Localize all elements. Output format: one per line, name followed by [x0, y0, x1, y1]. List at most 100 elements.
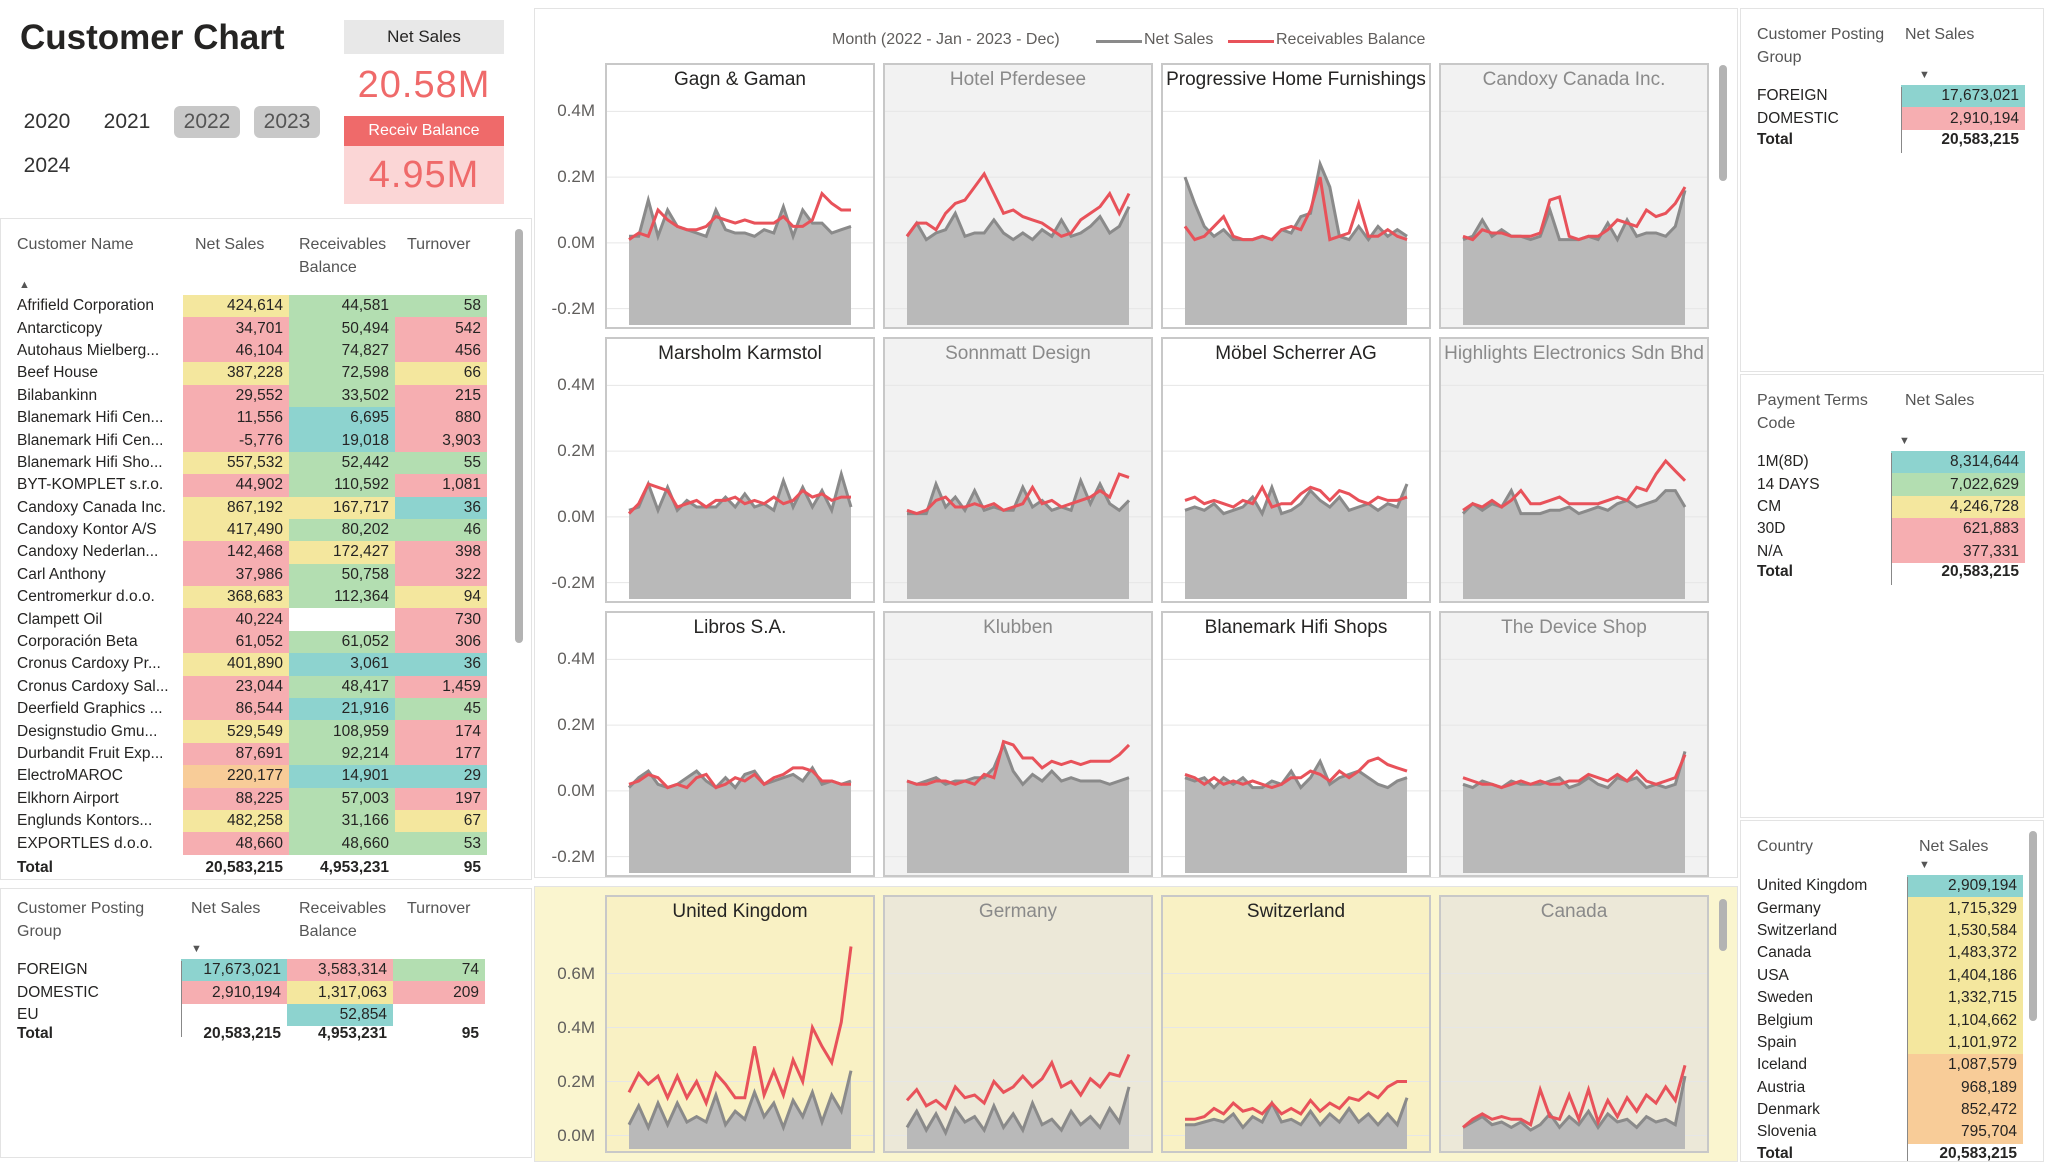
- small-multiple-panel[interactable]: Libros S.A.: [605, 611, 875, 877]
- sort-indicator-icon[interactable]: ▼: [191, 943, 202, 955]
- year-2023-button[interactable]: 2023: [254, 106, 320, 138]
- small-multiple-panel[interactable]: Canada: [1439, 895, 1709, 1153]
- column-header[interactable]: Receivables Balance: [299, 900, 387, 940]
- year-2020-button[interactable]: 2020: [23, 110, 71, 133]
- table-row[interactable]: Deerfield Graphics ... 86,544 21,916 45: [11, 698, 487, 721]
- table-row[interactable]: USA 1,404,186: [1751, 964, 2023, 987]
- net-sales-legend-swatch[interactable]: [1096, 40, 1142, 43]
- customer-chart-scrollbar[interactable]: [1719, 65, 1727, 181]
- column-header[interactable]: Customer Posting Group: [17, 900, 145, 940]
- table-row[interactable]: Autohaus Mielberg... 46,104 74,827 456: [11, 339, 487, 363]
- column-header[interactable]: Net Sales: [195, 236, 265, 253]
- table-row[interactable]: Durbandit Fruit Exp... 87,691 92,214 177: [11, 742, 487, 766]
- table-row[interactable]: Clampett Oil 40,224 730: [11, 608, 487, 631]
- table-row[interactable]: N/A 377,331: [1751, 540, 2025, 563]
- table-row[interactable]: Corporación Beta 61,052 61,052 306: [11, 630, 487, 654]
- small-multiple-panel[interactable]: Switzerland: [1161, 895, 1431, 1153]
- table-row[interactable]: Canada 1,483,372: [1751, 942, 2023, 965]
- small-multiple-panel[interactable]: Sonnmatt Design: [883, 337, 1153, 603]
- table-row[interactable]: Blanemark Hifi Sho... 557,532 52,442 55: [11, 451, 487, 475]
- table-row[interactable]: Blanemark Hifi Cen... 11,556 6,695 880: [11, 406, 487, 430]
- table-cell: 48,417: [289, 675, 395, 699]
- column-header[interactable]: Payment Terms Code: [1757, 392, 1868, 432]
- small-multiple-panel[interactable]: Germany: [883, 895, 1153, 1153]
- table-row[interactable]: 14 DAYS 7,022,629: [1751, 473, 2025, 496]
- table-cell: 6,695: [289, 406, 395, 430]
- column-header[interactable]: Net Sales: [191, 900, 261, 917]
- small-multiple-panel[interactable]: United Kingdom: [605, 895, 875, 1153]
- small-multiple-panel[interactable]: The Device Shop: [1439, 611, 1709, 877]
- table-row[interactable]: Denmark 852,472: [1751, 1098, 2023, 1122]
- small-multiple-panel[interactable]: Progressive Home Furnishings: [1161, 63, 1431, 329]
- receivables-line: [1462, 458, 1687, 512]
- table-row[interactable]: Spain 1,101,972: [1751, 1031, 2023, 1055]
- year-2021-button[interactable]: 2021: [103, 110, 151, 133]
- table-row[interactable]: Cronus Cardoxy Pr... 401,890 3,061 36: [11, 653, 487, 676]
- table-row[interactable]: Switzerland 1,530,584: [1751, 919, 2023, 943]
- table-row[interactable]: Afrifield Corporation 424,614 44,581 58: [11, 295, 487, 318]
- table-row[interactable]: Antarcticopy 34,701 50,494 542: [11, 317, 487, 340]
- table-row[interactable]: Germany 1,715,329: [1751, 897, 2023, 920]
- table-row[interactable]: Slovenia 795,704: [1751, 1121, 2023, 1144]
- table-row[interactable]: Designstudio Gmu... 529,549 108,959 174: [11, 720, 487, 743]
- column-header[interactable]: Turnover: [407, 236, 471, 253]
- column-header[interactable]: Customer Posting Group: [1757, 26, 1885, 66]
- sort-indicator-icon[interactable]: ▼: [1899, 435, 1910, 447]
- table-row[interactable]: FOREIGN 17,673,021: [1751, 85, 2025, 108]
- small-multiple-panel[interactable]: Möbel Scherrer AG: [1161, 337, 1431, 603]
- table-row[interactable]: Beef House 387,228 72,598 66: [11, 362, 487, 385]
- table-row[interactable]: Belgium 1,104,662: [1751, 1009, 2023, 1032]
- table-row[interactable]: CM 4,246,728: [1751, 495, 2025, 519]
- table-row[interactable]: BYT-KOMPLET s.r.o. 44,902 110,592 1,081: [11, 474, 487, 497]
- small-multiple-panel[interactable]: Marsholm Karmstol: [605, 337, 875, 603]
- year-2024-button[interactable]: 2024: [23, 154, 71, 177]
- table-row[interactable]: Candoxy Nederlan... 142,468 172,427 398: [11, 541, 487, 564]
- table-cell: 398: [395, 541, 487, 564]
- small-multiple-panel[interactable]: Klubben: [883, 611, 1153, 877]
- column-header[interactable]: Customer Name: [17, 236, 134, 253]
- year-2022-button[interactable]: 2022: [174, 106, 240, 138]
- table-row[interactable]: Austria 968,189: [1751, 1076, 2023, 1099]
- column-header[interactable]: Country: [1757, 838, 1814, 855]
- table-row[interactable]: Bilabankinn 29,552 33,502 215: [11, 384, 487, 407]
- table-row[interactable]: 1M(8D) 8,314,644: [1751, 451, 2025, 474]
- table-row[interactable]: Iceland 1,087,579: [1751, 1054, 2023, 1077]
- table-row[interactable]: 30D 621,883: [1751, 518, 2025, 541]
- sort-indicator-icon[interactable]: ▼: [1919, 69, 1930, 81]
- table-row[interactable]: Candoxy Kontor A/S 417,490 80,202 46: [11, 518, 487, 542]
- column-header[interactable]: Net Sales: [1905, 26, 1975, 43]
- small-multiple-panel[interactable]: Highlights Electronics Sdn Bhd: [1439, 337, 1709, 603]
- small-multiple-panel[interactable]: Candoxy Canada Inc.: [1439, 63, 1709, 329]
- table-row[interactable]: Cronus Cardoxy Sal... 23,044 48,417 1,459: [11, 675, 487, 699]
- table-row[interactable]: Carl Anthony 37,986 50,758 322: [11, 563, 487, 587]
- table-row[interactable]: Englunds Kontors... 482,258 31,166 67: [11, 809, 487, 833]
- small-multiple-title: Blanemark Hifi Shops: [1204, 617, 1388, 638]
- table-row[interactable]: Sweden 1,332,715: [1751, 986, 2023, 1010]
- country-table-scrollbar[interactable]: [2029, 831, 2037, 1021]
- sort-indicator-icon[interactable]: ▲: [19, 279, 30, 291]
- column-header[interactable]: Net Sales: [1919, 838, 1989, 855]
- column-header[interactable]: Turnover: [407, 900, 471, 917]
- table-row[interactable]: Blanemark Hifi Cen... -5,776 19,018 3,903: [11, 429, 487, 452]
- small-multiple-panel[interactable]: Gagn & Gaman: [605, 63, 875, 329]
- column-header[interactable]: Net Sales: [1905, 392, 1975, 409]
- table-row[interactable]: Centromerkur d.o.o. 368,683 112,364 94: [11, 586, 487, 609]
- sort-indicator-icon[interactable]: ▼: [1919, 859, 1930, 871]
- table-row[interactable]: EXPORTLES d.o.o. 48,660 48,660 53: [11, 832, 487, 855]
- table-row[interactable]: Elkhorn Airport 88,225 57,003 197: [11, 787, 487, 810]
- table-row[interactable]: Candoxy Canada Inc. 867,192 167,717 36: [11, 496, 487, 519]
- small-multiple-panel[interactable]: Blanemark Hifi Shops: [1161, 611, 1431, 877]
- table-row[interactable]: EU 52,854: [11, 1003, 485, 1027]
- table-row[interactable]: ElectroMAROC 220,177 14,901 29: [11, 765, 487, 788]
- table-row[interactable]: FOREIGN 17,673,021 3,583,314 74: [11, 959, 485, 982]
- column-header[interactable]: Receivables Balance: [299, 236, 387, 276]
- table-cell: 80,202: [289, 518, 395, 542]
- table-row[interactable]: United Kingdom 2,909,194: [1751, 875, 2023, 898]
- table-row[interactable]: DOMESTIC 2,910,194: [1751, 107, 2025, 130]
- receivables-legend-swatch[interactable]: [1228, 40, 1274, 43]
- table-row[interactable]: DOMESTIC 2,910,194 1,317,063 209: [11, 981, 485, 1004]
- customer-table-scrollbar[interactable]: [515, 229, 523, 643]
- small-multiple-panel[interactable]: Hotel Pferdesee: [883, 63, 1153, 329]
- table-cell: 1,332,715: [1907, 986, 2023, 1010]
- country-chart-scrollbar[interactable]: [1719, 899, 1727, 951]
